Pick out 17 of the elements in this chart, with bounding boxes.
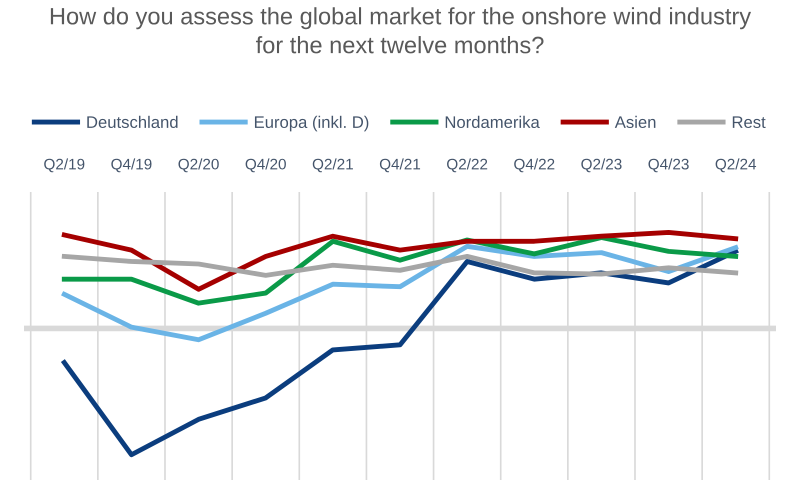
x-tick-label: Q4/20 — [246, 158, 286, 172]
legend-label: Europa (inkl. D) — [254, 116, 368, 132]
x-tick-label: Q4/22 — [514, 158, 554, 172]
x-tick-label: Q2/24 — [716, 158, 756, 172]
legend-label: Asien — [614, 116, 656, 128]
x-tick-label: Q2/23 — [581, 158, 622, 172]
x-tick-label: Q2/19 — [44, 158, 84, 172]
chart-title: How do you assess the global market for the onshore wind industry for the next twelve months? — [50, 7, 752, 54]
x-tick-label: Q2/20 — [178, 158, 219, 172]
x-tick-label: Q2/21 — [312, 158, 353, 172]
x-tick-label: Q4/21 — [380, 158, 420, 172]
legend-label: Nordamerika — [446, 116, 540, 128]
x-tick-label: Q4/23 — [648, 158, 689, 172]
x-tick-label: Q2/22 — [447, 158, 488, 172]
x-tick-label: Q4/19 — [111, 158, 152, 172]
legend-label: Deutschland — [87, 116, 178, 128]
legend-label: Rest — [732, 116, 766, 128]
